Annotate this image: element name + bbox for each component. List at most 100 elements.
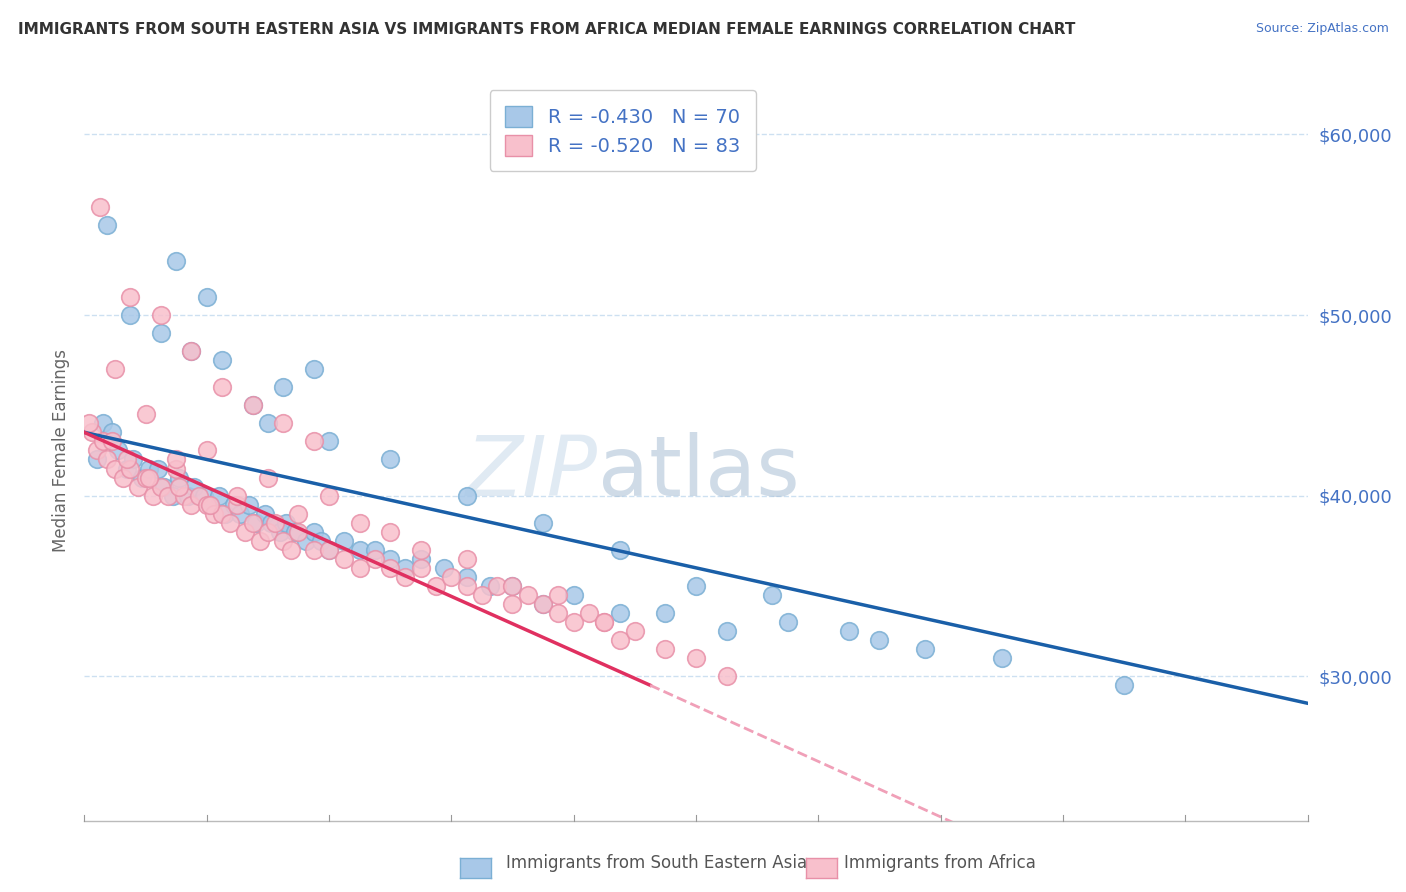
Point — [531, 597, 554, 611]
Point — [716, 624, 738, 638]
Point — [242, 398, 264, 412]
Point — [153, 479, 176, 493]
Point — [115, 461, 138, 475]
Point — [257, 524, 280, 539]
Legend: R = -0.430   N = 70, R = -0.520   N = 83: R = -0.430 N = 70, R = -0.520 N = 83 — [489, 90, 755, 171]
Point — [195, 443, 218, 458]
Point — [302, 524, 325, 539]
Point — [195, 498, 218, 512]
Point — [333, 533, 356, 548]
Point — [349, 561, 371, 575]
Point — [229, 507, 252, 521]
Point — [260, 516, 283, 530]
Point — [271, 380, 294, 394]
Point — [456, 551, 478, 566]
Point — [195, 290, 218, 304]
Point — [242, 398, 264, 412]
Point — [120, 290, 142, 304]
Point — [80, 425, 103, 440]
Point — [562, 615, 585, 629]
Point — [198, 498, 221, 512]
Point — [157, 489, 180, 503]
Point — [211, 507, 233, 521]
Point — [180, 344, 202, 359]
Point — [264, 516, 287, 530]
Point — [135, 470, 157, 484]
Point — [91, 417, 114, 431]
Point — [380, 561, 402, 575]
Point — [127, 479, 149, 493]
Y-axis label: Median Female Earnings: Median Female Earnings — [52, 349, 70, 552]
Point — [547, 588, 569, 602]
Point — [486, 579, 509, 593]
Point — [380, 452, 402, 467]
Point — [349, 516, 371, 530]
Point — [167, 479, 190, 493]
Point — [91, 434, 114, 449]
Text: Immigrants from Africa: Immigrants from Africa — [844, 855, 1035, 872]
Point — [838, 624, 860, 638]
Point — [287, 524, 309, 539]
Point — [77, 417, 100, 431]
Point — [502, 579, 524, 593]
Point — [380, 524, 402, 539]
Text: Source: ZipAtlas.com: Source: ZipAtlas.com — [1256, 22, 1389, 36]
Point — [253, 507, 276, 521]
Point — [593, 615, 616, 629]
Point — [364, 551, 387, 566]
Point — [295, 533, 318, 548]
Point — [531, 597, 554, 611]
Point — [456, 579, 478, 593]
Point — [180, 498, 202, 512]
Point — [284, 524, 307, 539]
Point — [131, 470, 153, 484]
Point — [409, 542, 432, 557]
Point — [562, 588, 585, 602]
Point — [111, 470, 134, 484]
Point — [440, 570, 463, 584]
Point — [149, 326, 172, 340]
Point — [214, 507, 236, 521]
Point — [593, 615, 616, 629]
Point — [716, 669, 738, 683]
Text: IMMIGRANTS FROM SOUTH EASTERN ASIA VS IMMIGRANTS FROM AFRICA MEDIAN FEMALE EARNI: IMMIGRANTS FROM SOUTH EASTERN ASIA VS IM… — [18, 22, 1076, 37]
Point — [165, 452, 187, 467]
Point — [86, 443, 108, 458]
Point — [224, 498, 246, 512]
Point — [257, 417, 280, 431]
Point — [226, 498, 249, 512]
Point — [249, 533, 271, 548]
Point — [433, 561, 456, 575]
Text: atlas: atlas — [598, 432, 800, 513]
Point — [609, 633, 631, 648]
Point — [149, 479, 172, 493]
Point — [318, 434, 340, 449]
Point — [96, 218, 118, 232]
Point — [318, 542, 340, 557]
Point — [165, 461, 187, 475]
Point — [101, 425, 124, 440]
Point — [146, 461, 169, 475]
Point — [578, 606, 600, 620]
Point — [302, 362, 325, 376]
Point — [776, 615, 799, 629]
Point — [226, 489, 249, 503]
Point — [624, 624, 647, 638]
Point — [120, 461, 142, 475]
Point — [138, 461, 160, 475]
Point — [142, 489, 165, 503]
Point — [104, 461, 127, 475]
Point — [183, 479, 205, 493]
Point — [280, 542, 302, 557]
Point — [276, 516, 298, 530]
Point — [173, 489, 195, 503]
Point — [394, 561, 416, 575]
Point — [478, 579, 501, 593]
Point — [333, 551, 356, 566]
Point — [516, 588, 538, 602]
Point — [609, 606, 631, 620]
Point — [471, 588, 494, 602]
Point — [302, 434, 325, 449]
Point — [502, 597, 524, 611]
Point — [198, 498, 221, 512]
